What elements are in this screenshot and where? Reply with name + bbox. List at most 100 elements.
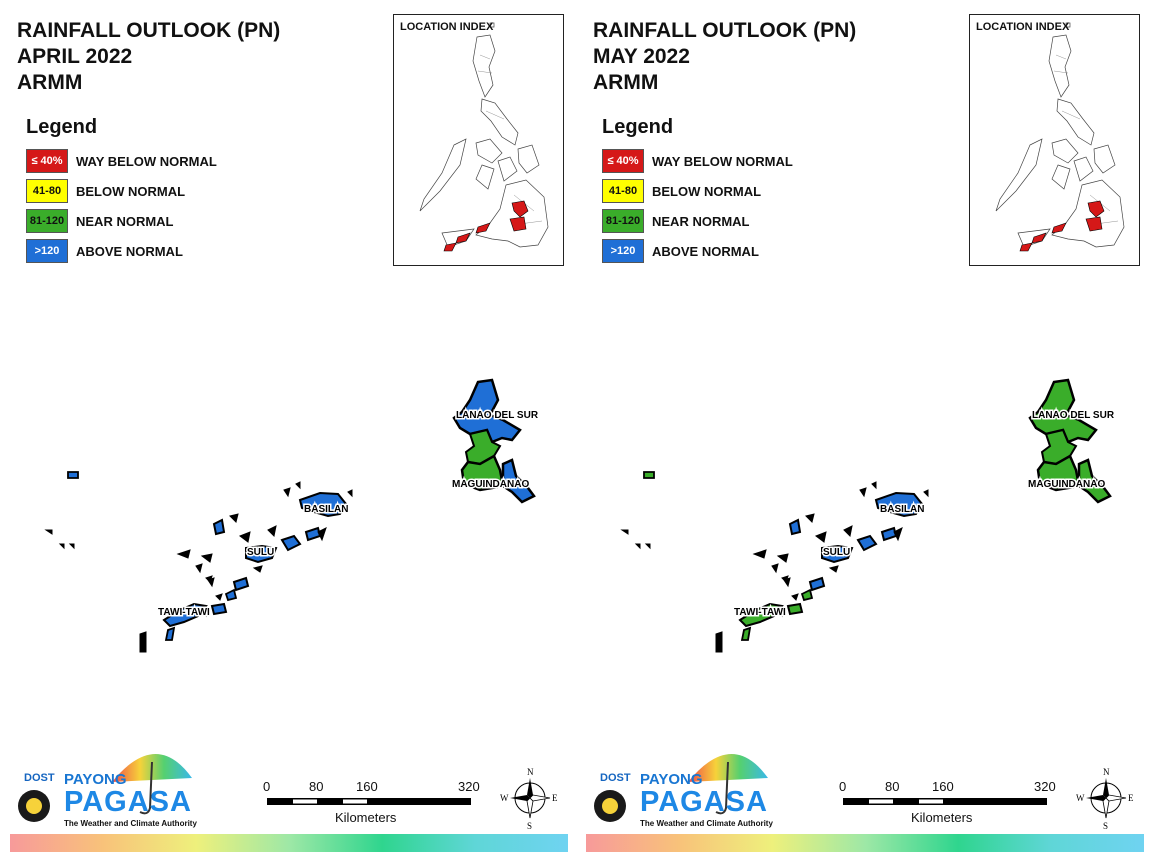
region-sulu [788, 518, 898, 592]
legend-swatch: 41-80 [602, 179, 644, 203]
legend-title: Legend [26, 116, 98, 138]
black-islets [620, 481, 929, 653]
scale-tick: 320 [1034, 779, 1056, 794]
scale-unit: Kilometers [911, 810, 973, 825]
armm-highlight [443, 200, 529, 252]
scale-tick: 0 [839, 779, 847, 794]
umbrella-icon [18, 753, 192, 822]
location-index-title: LOCATION INDEX [976, 21, 1070, 33]
title-line-1: RAINFALL OUTLOOK (PN) [593, 19, 857, 42]
scale-unit: Kilometers [335, 810, 397, 825]
legend-swatch: 81-120 [26, 209, 68, 233]
footer-gradient-bar [10, 834, 568, 852]
location-index-inset: LOCATION INDEX [969, 14, 1140, 266]
logo-payong: PAYONG [640, 771, 703, 788]
legend-label: ABOVE NORMAL [652, 244, 759, 259]
legend: Legend ≤ 40% WAY BELOW NORMAL 41-80 BELO… [26, 116, 286, 269]
payong-pagasa-logo: DOST PAYONG PAGASA The Weather and Clima… [16, 740, 197, 832]
logo-tagline: The Weather and Climate Authority [64, 819, 197, 828]
compass-s: S [527, 821, 532, 830]
legend: Legend ≤ 40% WAY BELOW NORMAL 41-80 BELO… [602, 116, 862, 269]
label-sulu: SULU [247, 547, 274, 558]
logo-pagasa: PAGASA [64, 786, 192, 818]
legend-item-way-below: ≤ 40% WAY BELOW NORMAL [602, 149, 862, 179]
compass-rose-icon: N S E W [1076, 766, 1136, 831]
scale-tick: 160 [356, 779, 378, 794]
scale-tick: 320 [458, 779, 480, 794]
region-maguindanao [460, 454, 505, 492]
label-basilan: BASILAN [880, 504, 924, 515]
scale-bar: 0 80 160 320 Kilometers [839, 776, 1081, 836]
location-index-inset: LOCATION INDEX [393, 14, 564, 266]
legend-swatch: 81-120 [602, 209, 644, 233]
legend-item-below: 41-80 BELOW NORMAL [26, 179, 286, 209]
scale-tick: 80 [885, 779, 900, 794]
umbrella-icon [594, 753, 768, 822]
outlook-panel: RAINFALL OUTLOOK (PN) MAY 2022 ARMM Lege… [576, 0, 1152, 864]
compass-w: W [1076, 793, 1085, 803]
legend-label: BELOW NORMAL [76, 184, 186, 199]
region-maguindanao [1036, 454, 1081, 492]
region-basilan [298, 491, 348, 518]
small-islands [643, 471, 814, 641]
logo-tagline: The Weather and Climate Authority [640, 819, 773, 828]
legend-item-below: 41-80 BELOW NORMAL [602, 179, 862, 209]
north-arrow-icon: N S E W [1076, 767, 1134, 831]
small-islands [67, 471, 238, 641]
title-line-3: ARMM [17, 71, 83, 94]
philippines-index-map [419, 22, 549, 252]
scale-bar: 0 80 160 320 Kilometers [263, 776, 505, 836]
compass-n: N [527, 767, 534, 777]
panel-title: RAINFALL OUTLOOK (PN) APRIL 2022 ARMM [17, 18, 280, 96]
legend-item-above: >120 ABOVE NORMAL [602, 239, 862, 269]
region-tawi-tawi [738, 602, 804, 628]
region-basilan [874, 491, 924, 518]
legend-swatch: >120 [26, 239, 68, 263]
region-maguindanao-east [1077, 458, 1112, 504]
payong-pagasa-logo: DOST PAYONG PAGASA The Weather and Clima… [592, 740, 773, 832]
armm-highlight [1019, 200, 1105, 252]
scale-tick: 80 [309, 779, 324, 794]
compass-w: W [500, 793, 509, 803]
region-lanao-del-sur [1028, 378, 1098, 444]
label-tawi-tawi: TAWI-TAWI [734, 607, 786, 618]
scale-tick: 0 [263, 779, 271, 794]
footer-gradient-bar [586, 834, 1144, 852]
legend-label: WAY BELOW NORMAL [652, 154, 793, 169]
scale-tick: 160 [932, 779, 954, 794]
outlook-panel: RAINFALL OUTLOOK (PN) APRIL 2022 ARMM Le… [10, 14, 568, 852]
region-lanao-del-sur [452, 378, 522, 444]
legend-item-near: 81-120 NEAR NORMAL [26, 209, 286, 239]
label-maguindanao: MAGUINDANAO [452, 479, 529, 490]
compass-n: N [1103, 767, 1110, 777]
title-line-1: RAINFALL OUTLOOK (PN) [17, 19, 281, 42]
title-line-2: APRIL 2022 [17, 45, 133, 68]
armm-map: LANAO DEL SUR MAGUINDANAO BASILAN SULU T… [44, 378, 540, 653]
compass-e: E [1128, 793, 1134, 803]
legend-item-near: 81-120 NEAR NORMAL [602, 209, 862, 239]
label-maguindanao: MAGUINDANAO [1028, 479, 1105, 490]
scale-bar-graphic [843, 798, 1047, 805]
legend-swatch: ≤ 40% [26, 149, 68, 173]
legend-label: WAY BELOW NORMAL [76, 154, 217, 169]
logo-dost: DOST [24, 772, 55, 784]
logo-dost: DOST [600, 772, 631, 784]
legend-swatch: 41-80 [26, 179, 68, 203]
legend-label: NEAR NORMAL [652, 214, 750, 229]
compass-e: E [552, 793, 558, 803]
title-line-3: ARMM [593, 71, 659, 94]
legend-swatch: ≤ 40% [602, 149, 644, 173]
legend-label: BELOW NORMAL [652, 184, 762, 199]
compass-rose-icon: N S E W [500, 766, 560, 831]
label-lanao-del-sur: LANAO DEL SUR [1032, 410, 1115, 421]
black-islets [44, 481, 353, 653]
legend-item-way-below: ≤ 40% WAY BELOW NORMAL [26, 149, 286, 179]
armm-map: LANAO DEL SUR MAGUINDANAO BASILAN SULU T… [620, 378, 1116, 653]
legend-swatch: >120 [602, 239, 644, 263]
philippines-index-map [995, 22, 1125, 252]
location-index-title: LOCATION INDEX [400, 21, 494, 33]
panel-title: RAINFALL OUTLOOK (PN) MAY 2022 ARMM [593, 18, 856, 96]
label-sulu: SULU [823, 547, 850, 558]
legend-item-above: >120 ABOVE NORMAL [26, 239, 286, 269]
logo-pagasa: PAGASA [640, 786, 768, 818]
